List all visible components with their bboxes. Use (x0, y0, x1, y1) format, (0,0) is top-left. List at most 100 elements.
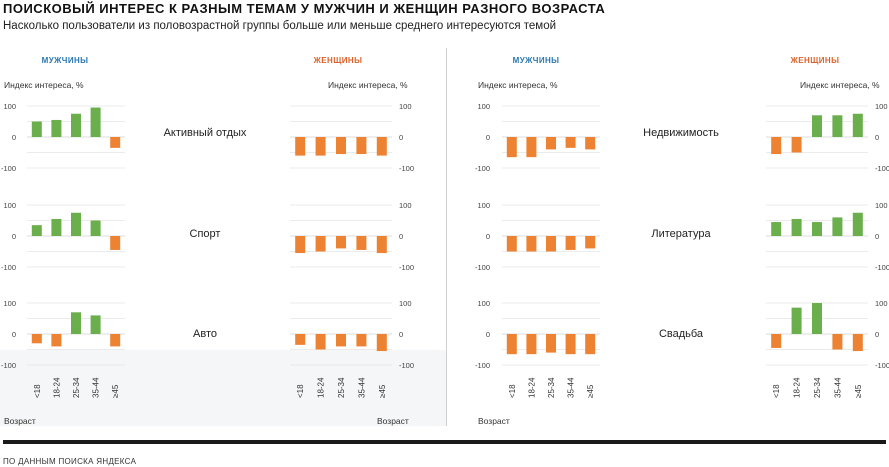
topic-label-3: Недвижимость (643, 127, 719, 139)
x-axis-label-left-men: Возраст (4, 416, 36, 426)
y-tick-p2-women-1: 0 (399, 330, 403, 339)
bar-p1-men-3 (90, 220, 101, 236)
bar-p4-men-3 (565, 236, 576, 250)
bar-p5-women-1 (791, 307, 802, 334)
bar-p1-men-2 (71, 212, 81, 236)
y-tick-p0-men-2: -100 (1, 164, 16, 173)
bar-p0-men-2 (71, 113, 81, 137)
x-tick-p2-men-1: 18-24 (52, 377, 61, 398)
bar-p0-women-0 (295, 137, 306, 156)
bar-p2-men-0 (31, 334, 42, 344)
x-tick-p2-men-0: <18 (33, 384, 42, 398)
bar-p3-men-2 (546, 137, 556, 150)
bar-p0-women-2 (336, 137, 346, 155)
bar-p2-women-2 (336, 334, 346, 347)
y-tick-p1-men-2: -100 (1, 263, 16, 272)
bar-p0-women-3 (356, 137, 367, 155)
bar-p2-men-2 (71, 312, 81, 334)
bar-p4-women-2 (812, 222, 822, 236)
bar-p0-men-0 (31, 121, 42, 137)
y-axis-label-right-men: Индекс интереса, % (478, 80, 558, 90)
y-tick-p0-men-1: 0 (12, 133, 16, 142)
men-label-left: МУЖЧИНЫ (41, 56, 89, 65)
bar-p1-women-2 (336, 236, 346, 249)
bar-p1-women-0 (295, 236, 306, 254)
bar-p1-women-3 (356, 236, 367, 250)
bar-p5-men-1 (526, 334, 537, 355)
bar-p3-women-4 (852, 113, 863, 137)
y-tick-p0-men-0: 100 (3, 102, 16, 111)
bar-p5-women-0 (771, 334, 782, 348)
x-tick-p5-women-1: 18-24 (793, 377, 802, 398)
bar-p3-men-3 (565, 137, 576, 148)
x-tick-p5-women-4: ≥45 (854, 384, 863, 398)
bar-p4-women-1 (791, 218, 802, 236)
source-note: ПО ДАННЫМ ПОИСКА ЯНДЕКСА (3, 457, 137, 466)
y-tick-p4-men-0: 100 (477, 201, 490, 210)
page-subtitle: Насколько пользователи из половозрастной… (3, 20, 557, 32)
topic-label-4: Литература (651, 228, 711, 240)
x-tick-p2-men-3: 35-44 (92, 377, 101, 398)
x-tick-p5-men-4: ≥45 (586, 384, 595, 398)
bar-p1-men-1 (51, 218, 62, 236)
topic-label-5: Свадьба (658, 328, 704, 340)
bar-p4-men-0 (506, 236, 517, 252)
bar-p2-women-1 (315, 334, 326, 350)
bar-p2-women-0 (295, 334, 306, 345)
vertical-divider (446, 48, 447, 426)
x-tick-p2-men-2: 25-34 (72, 377, 81, 398)
bar-p2-women-3 (356, 334, 367, 347)
x-tick-p2-women-2: 25-34 (337, 377, 346, 398)
bar-p2-men-1 (51, 334, 62, 347)
bar-p3-men-1 (526, 137, 537, 158)
bar-p1-women-1 (315, 236, 326, 252)
bar-p3-men-4 (585, 137, 596, 150)
y-tick-p3-women-0: 100 (875, 102, 888, 111)
y-tick-p0-women-0: 100 (399, 102, 412, 111)
bar-p5-men-3 (565, 334, 576, 355)
bar-p1-men-0 (31, 225, 42, 236)
y-tick-p3-men-0: 100 (477, 102, 490, 111)
bar-p5-women-3 (832, 334, 843, 350)
women-label-left: ЖЕНЩИНЫ (313, 56, 363, 65)
bar-p0-women-4 (376, 137, 387, 156)
x-tick-p2-women-1: 18-24 (317, 377, 326, 398)
topic-label-2: Авто (193, 328, 217, 340)
y-tick-p3-men-2: -100 (475, 164, 490, 173)
bar-p4-women-0 (771, 222, 782, 236)
y-tick-p5-men-2: -100 (475, 361, 490, 370)
bar-p0-men-1 (51, 119, 62, 137)
y-tick-p1-women-2: -100 (399, 263, 414, 272)
y-tick-p1-men-0: 100 (3, 201, 16, 210)
x-tick-p5-men-1: 18-24 (527, 377, 536, 398)
y-tick-p2-women-2: -100 (399, 361, 414, 370)
y-tick-p1-women-0: 100 (399, 201, 412, 210)
bar-p0-women-1 (315, 137, 326, 156)
bar-p2-women-4 (376, 334, 387, 352)
y-tick-p2-women-0: 100 (399, 299, 412, 308)
page-title: ПОИСКОВЫЙ ИНТЕРЕС К РАЗНЫМ ТЕМАМ У МУЖЧИ… (3, 1, 606, 16)
x-tick-p2-men-4: ≥45 (111, 384, 120, 398)
bar-p1-men-4 (110, 236, 121, 250)
y-tick-p1-men-1: 0 (12, 232, 16, 241)
bar-p3-women-0 (771, 137, 782, 155)
y-axis-label-left-women: Индекс интереса, % (328, 80, 408, 90)
bar-p0-men-4 (110, 137, 121, 148)
y-tick-p2-men-0: 100 (3, 299, 16, 308)
bar-p3-men-0 (506, 137, 517, 158)
bar-p3-women-3 (832, 115, 843, 137)
y-tick-p3-men-1: 0 (486, 133, 490, 142)
bar-p5-men-4 (585, 334, 596, 355)
x-axis-label-right-men: Возраст (478, 416, 510, 426)
x-tick-p5-men-2: 25-34 (547, 377, 556, 398)
bottom-shade (0, 350, 446, 426)
y-tick-p4-women-0: 100 (875, 201, 888, 210)
y-tick-p0-women-1: 0 (399, 133, 403, 142)
bar-p0-men-3 (90, 107, 101, 137)
men-label-right: МУЖЧИНЫ (512, 56, 560, 65)
bar-p2-men-3 (90, 315, 101, 334)
y-tick-p4-women-1: 0 (875, 232, 879, 241)
y-tick-p2-men-2: -100 (1, 361, 16, 370)
y-tick-p3-women-2: -100 (875, 164, 889, 173)
